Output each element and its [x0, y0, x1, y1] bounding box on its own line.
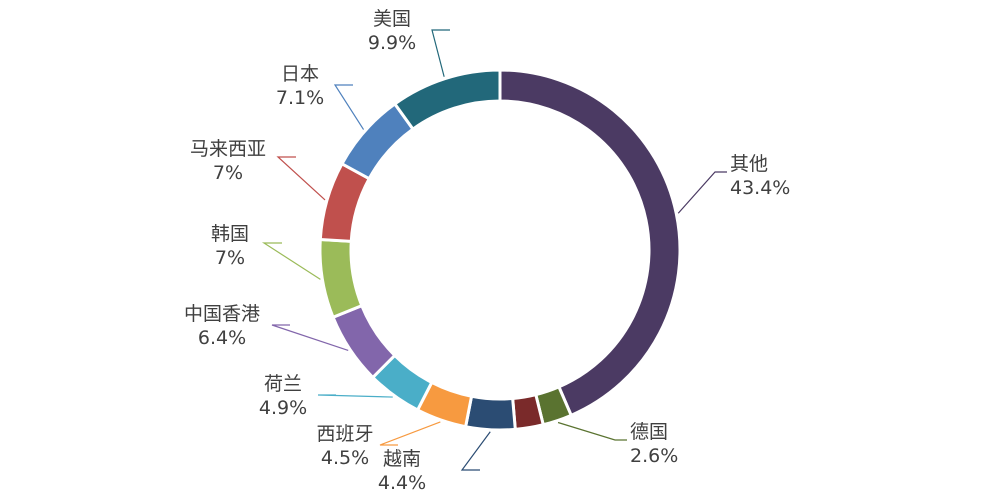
slice-category-label: 美国 — [373, 8, 411, 30]
slice-category-label: 德国 — [630, 421, 668, 443]
slice-category-label: 中国香港 — [184, 303, 260, 325]
leader-line-slice-1 — [557, 421, 627, 441]
slice-value-label: 43.4% — [730, 177, 790, 199]
leader-line-slice-10 — [431, 29, 450, 77]
slice-category-label: 其他 — [730, 153, 768, 175]
slice-category-label: 西班牙 — [316, 423, 373, 445]
slice-value-label: 4.9% — [259, 397, 307, 419]
donut-slice-slice-3 — [463, 394, 517, 432]
slice-value-label: 6.4% — [198, 327, 246, 349]
slice-value-label: 2.6% — [630, 445, 678, 467]
leader-line-slice-8 — [276, 156, 326, 201]
slice-category-label: 越南 — [383, 448, 421, 470]
leader-line-slice-6 — [271, 324, 349, 351]
slice-value-label: 7.1% — [276, 87, 324, 109]
slice-category-label: 马来西亚 — [190, 138, 266, 160]
slice-category-label: 日本 — [281, 63, 319, 85]
slice-value-label: 7% — [213, 162, 243, 184]
donut-slice-slice-7 — [318, 237, 364, 320]
leader-line-slice-5 — [317, 394, 393, 398]
leader-line-slice-3 — [460, 431, 491, 471]
slice-category-label: 荷兰 — [264, 373, 302, 395]
slice-value-label: 7% — [215, 247, 245, 269]
leader-line-slice-4 — [379, 421, 441, 446]
slice-value-label: 4.4% — [378, 472, 426, 494]
donut-slice-slice-0 — [498, 68, 682, 418]
donut-slice-slice-6 — [331, 303, 397, 380]
leader-line-slice-7 — [261, 242, 321, 280]
donut-slices — [318, 68, 682, 432]
leader-line-slice-0 — [677, 171, 727, 214]
slice-value-label: 9.9% — [368, 32, 416, 54]
donut-slice-slice-10 — [392, 68, 502, 132]
slice-value-label: 4.5% — [321, 447, 369, 469]
slice-category-label: 韩国 — [211, 223, 249, 245]
leader-line-slice-9 — [333, 84, 365, 130]
